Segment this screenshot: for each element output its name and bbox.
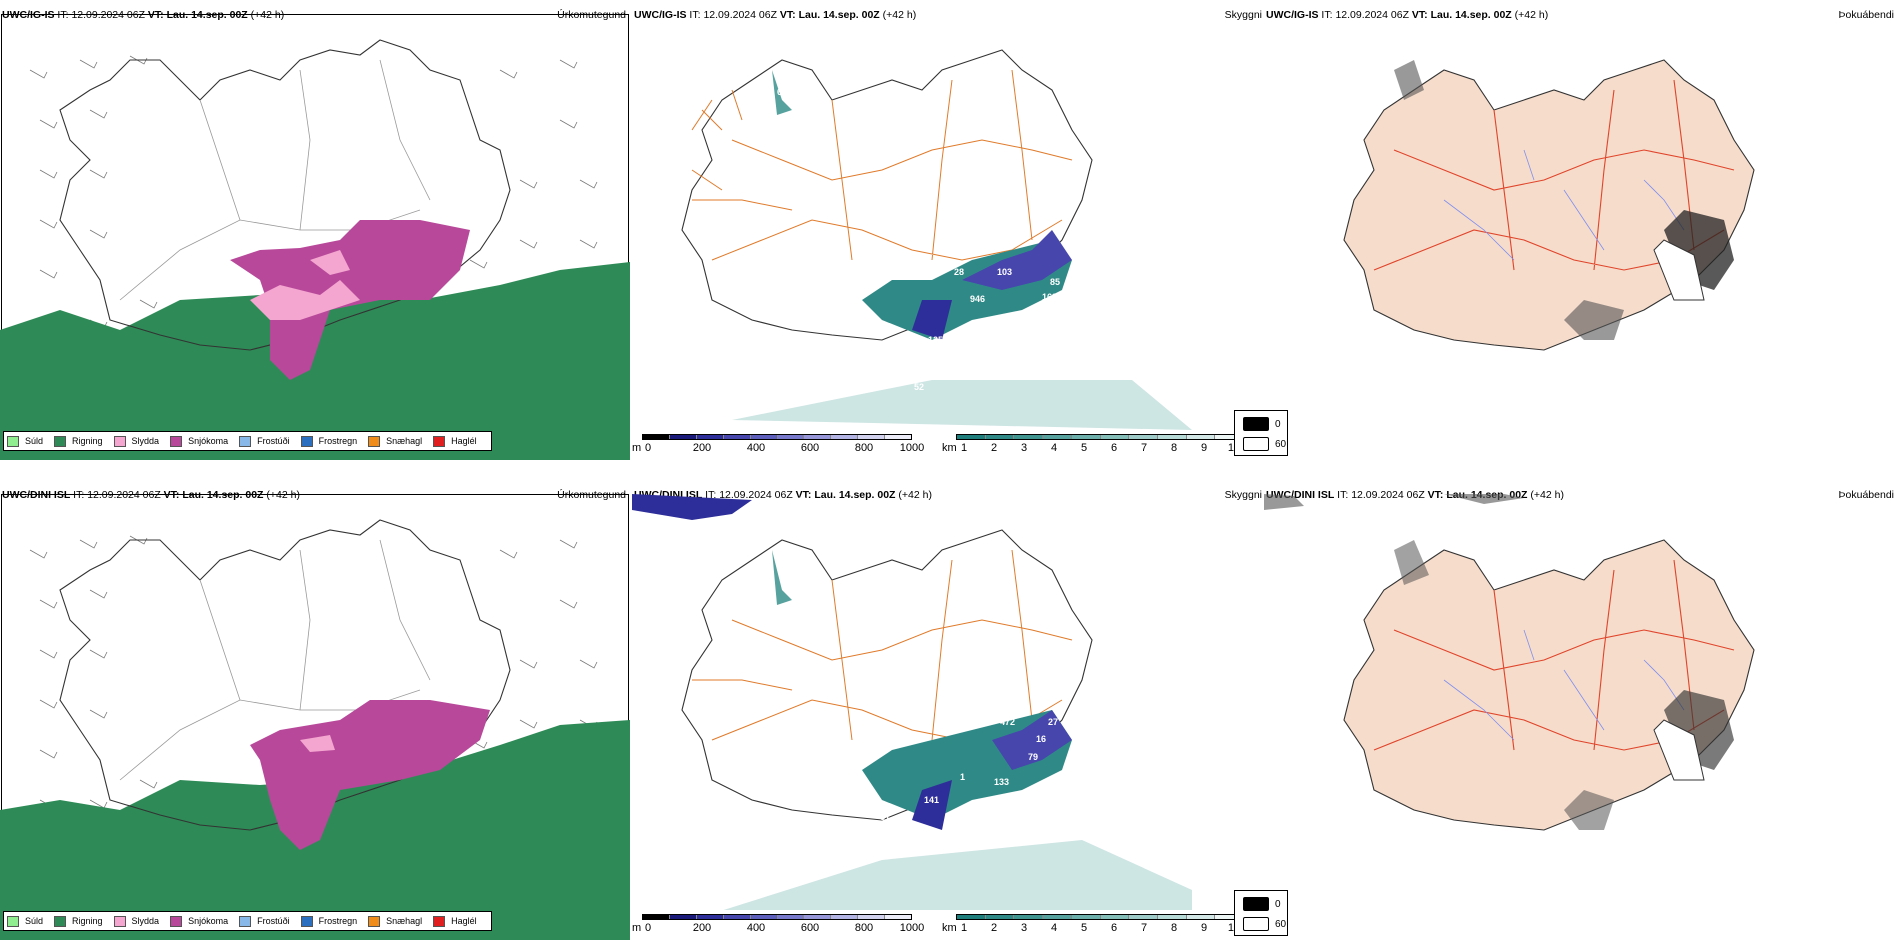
fog-patch — [1394, 60, 1424, 100]
panel-header: UWC/IG-IS IT: 12.09.2024 06Z VT: Lau. 14… — [634, 9, 917, 21]
rivers — [1443, 149, 1685, 261]
visibility-colorbar: km 1 2 3 4 5 6 7 8 9 10 — [942, 914, 1252, 934]
rivers — [1443, 629, 1685, 741]
map-number: 168 — [1032, 332, 1047, 342]
precip-map — [0, 39, 630, 460]
map-number: 16 — [1036, 734, 1046, 744]
sleet-area — [300, 735, 335, 752]
fog-map — [1343, 59, 1755, 351]
legend-item: Rigning — [54, 915, 103, 927]
legend-item: Haglél — [433, 915, 477, 927]
map-number: 51 — [880, 812, 890, 822]
map-number: 62 — [910, 365, 920, 375]
map-number: 141 — [924, 795, 939, 805]
iceland-outline — [1343, 59, 1755, 351]
legend-item: Snjókoma — [170, 915, 228, 927]
legend-item: Súld — [7, 435, 43, 447]
legend-item: Súld — [7, 915, 43, 927]
panel-header: UWC/IG-IS IT: 12.09.2024 06Z VT: Lau. 14… — [1266, 9, 1549, 21]
snow-area — [250, 700, 490, 850]
precip-type-panel-row1: UWC/IG-IS IT: 12.09.2024 06Z VT: Lau. 14… — [0, 0, 630, 460]
glacier — [1653, 719, 1705, 781]
roads — [692, 549, 1073, 741]
legend-item: Frostregn — [300, 435, 357, 447]
sleet-area — [250, 280, 360, 320]
fog-map — [1264, 494, 1755, 831]
roads — [1373, 559, 1735, 751]
precip-map — [0, 519, 630, 940]
roads — [691, 69, 1073, 261]
map-number: 27 — [1048, 717, 1058, 727]
map-number: 67 — [777, 87, 787, 97]
map-number: 52 — [914, 382, 924, 392]
legend-item: Snjókoma — [170, 435, 228, 447]
fog-panel-row2: UWC/DINI ISL IT: 12.09.2024 06Z VT: Lau.… — [1234, 480, 1894, 940]
panel-title: Þokuábendi — [1838, 9, 1894, 21]
legend-item: Rigning — [54, 435, 103, 447]
panel-title: Úrkomutegund — [557, 489, 626, 501]
visibility-panel-row1: UWC/IG-IS IT: 12.09.2024 06Z VT: Lau. 14… — [632, 0, 1262, 460]
glacier — [1653, 239, 1705, 301]
legend-item: Snæhagl — [368, 915, 422, 927]
panel-title: Þokuábendi — [1838, 489, 1894, 501]
panel-title: Skyggni — [1224, 489, 1262, 501]
precip-numbers: 67 6 28 103 85 946 163 125 113 168 138 6… — [777, 87, 1060, 392]
visibility-colorbar: km 1 2 3 4 5 6 7 8 9 10 — [942, 434, 1252, 454]
legend-item: Frostúði — [239, 435, 290, 447]
legend-item: Frostregn — [300, 915, 357, 927]
fog-patch — [1564, 790, 1614, 830]
legend-item: Snæhagl — [368, 435, 422, 447]
panel-title: Skyggni — [1224, 9, 1262, 21]
fog-panel-row1: UWC/IG-IS IT: 12.09.2024 06Z VT: Lau. 14… — [1234, 0, 1894, 460]
map-number: 103 — [997, 267, 1012, 277]
map-number: 125 — [928, 335, 943, 345]
rain-area — [0, 262, 630, 460]
fog-patch — [1394, 540, 1429, 585]
legend-item: Frostúði — [239, 915, 290, 927]
map-number: 1 — [960, 772, 965, 782]
cloud-base-colorbar: m 0 200 400 600 800 1000 — [632, 914, 932, 934]
fog-legend: 0 60 — [1234, 410, 1288, 456]
panel-header: UWC/IG-IS IT: 12.09.2024 06Z VT: Lau. 14… — [2, 9, 285, 21]
map-number: 108 — [792, 496, 807, 506]
map-number: 6 — [964, 172, 969, 182]
precip-type-panel-row2: UWC/DINI ISL IT: 12.09.2024 06Z VT: Lau.… — [0, 480, 630, 940]
precip-numbers: 108 16 995 472 27 16 79 133 141 51 64 1 — [780, 496, 1058, 856]
fog-legend: 0 60 — [1234, 890, 1288, 936]
map-number: 163 — [1042, 292, 1057, 302]
legend-item: Slydda — [113, 435, 159, 447]
legend-item: Haglél — [433, 435, 477, 447]
map-number: 16 — [780, 572, 790, 582]
panel-title: Úrkomutegund — [557, 9, 626, 21]
map-number: 28 — [954, 267, 964, 277]
map-number: 946 — [970, 294, 985, 304]
precip-legend: Súld Rigning Slydda Snjókoma Frostúði Fr… — [3, 911, 492, 931]
visibility-map: 108 16 995 472 27 16 79 133 141 51 64 1 — [632, 494, 1192, 910]
cloud-base-colorbar: m 0 200 400 600 800 1000 — [632, 434, 932, 454]
panel-header: UWC/DINI ISL IT: 12.09.2024 06Z VT: Lau.… — [2, 489, 300, 501]
map-number: 64 — [912, 846, 922, 856]
map-number: 79 — [1028, 752, 1038, 762]
map-number: 995 — [962, 720, 977, 730]
map-number: 113 — [950, 340, 965, 350]
precip-legend: Súld Rigning Slydda Snjókoma Frostúði Fr… — [3, 431, 492, 451]
map-number: 472 — [1000, 717, 1015, 727]
map-number: 85 — [1050, 277, 1060, 287]
fog-patch — [1564, 300, 1624, 340]
map-number: 133 — [994, 777, 1009, 787]
map-number: 138 — [877, 362, 892, 372]
roads — [1373, 79, 1735, 271]
visibility-panel-row2: UWC/DINI ISL IT: 12.09.2024 06Z VT: Lau.… — [632, 480, 1262, 940]
visibility-map: 67 6 28 103 85 946 163 125 113 168 138 6… — [681, 49, 1192, 430]
legend-item: Slydda — [113, 915, 159, 927]
